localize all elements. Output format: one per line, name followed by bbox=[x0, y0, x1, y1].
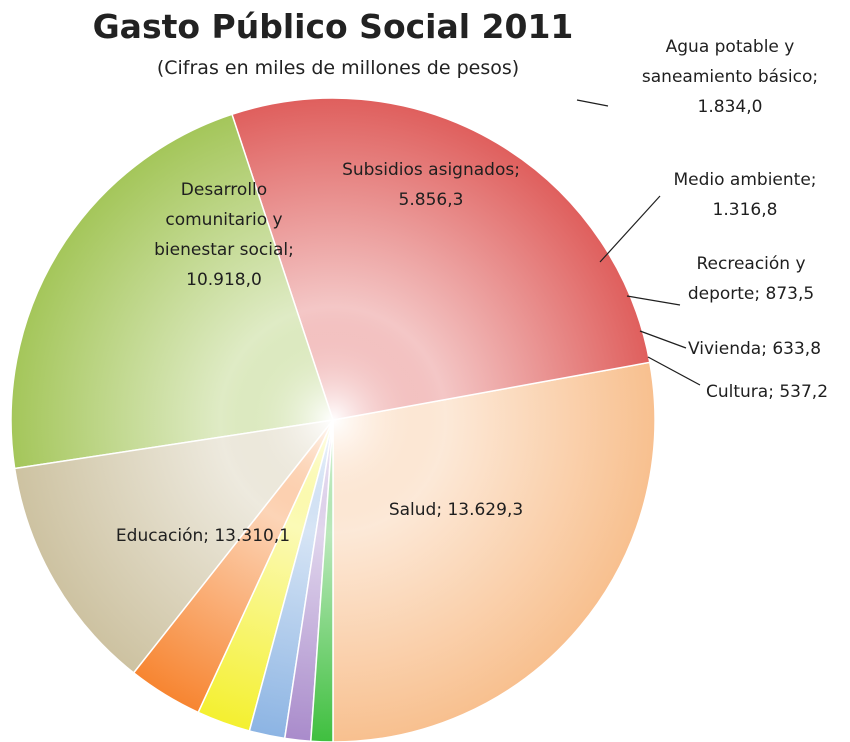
slice-label: Salud; 13.629,3 bbox=[389, 500, 523, 520]
slice-label: Medio ambiente; 1.316,8 bbox=[673, 170, 816, 220]
slice-label: Subsidios asignados; 5.856,3 bbox=[342, 160, 520, 210]
chart-title: Gasto Público Social 2011 bbox=[93, 7, 574, 46]
slice-label: Desarrollo comunitario y bienestar social;… bbox=[154, 180, 294, 290]
leader-line bbox=[626, 295, 681, 306]
slice-labels: Salud; 13.629,3 Educación; 13.310,1 Desarr… bbox=[116, 37, 828, 546]
pie-slice bbox=[10, 113, 334, 470]
chart-subtitle: (Cifras en miles de millones de pesos) bbox=[157, 57, 519, 79]
pie-slices bbox=[10, 97, 656, 742]
leader-line bbox=[599, 195, 661, 263]
slice-label: Recreación y deporte; 873,5 bbox=[688, 254, 814, 304]
pie-slice bbox=[231, 97, 651, 421]
slice-label: Cultura; 537,2 bbox=[706, 382, 828, 402]
pie-slice bbox=[13, 418, 335, 674]
leader-line bbox=[647, 356, 701, 386]
pie-slice bbox=[332, 361, 656, 742]
leader-line bbox=[576, 99, 609, 107]
leader-line bbox=[639, 330, 687, 349]
slice-label: Vivienda; 633,8 bbox=[688, 339, 821, 359]
leader-lines bbox=[576, 99, 701, 386]
slice-label: Educación; 13.310,1 bbox=[116, 526, 290, 546]
slice-label: Agua potable y saneamiento básico; 1.834,0 bbox=[642, 37, 818, 117]
